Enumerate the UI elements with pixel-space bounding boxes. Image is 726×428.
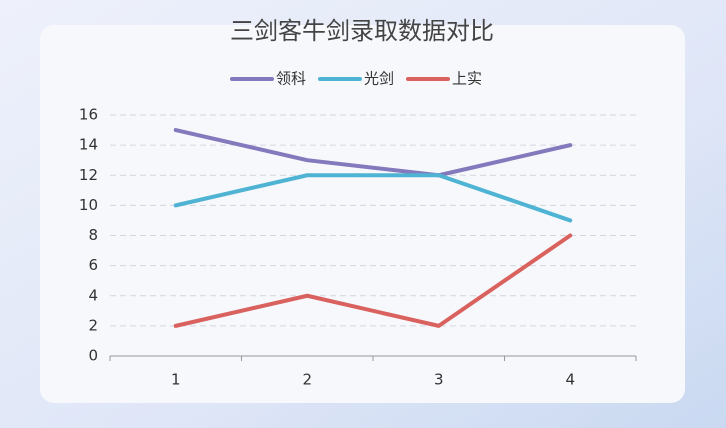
x-tick-label: 3 xyxy=(434,371,444,389)
legend-label: 领科 xyxy=(276,70,306,88)
y-tick-label: 8 xyxy=(88,226,98,244)
series-line xyxy=(173,233,573,328)
series-line xyxy=(173,128,573,178)
x-tick-label: 4 xyxy=(565,371,575,389)
legend-label: 光剑 xyxy=(364,70,394,88)
y-tick-label: 4 xyxy=(88,286,98,304)
legend-label: 上实 xyxy=(452,70,482,88)
y-tick-label: 2 xyxy=(88,316,98,334)
card xyxy=(40,25,685,403)
y-tick-label: 0 xyxy=(88,347,98,365)
y-tick-label: 6 xyxy=(88,256,98,274)
y-tick-label: 16 xyxy=(79,106,98,124)
series-line xyxy=(173,173,573,223)
x-tick-label: 1 xyxy=(171,371,181,389)
y-tick-label: 10 xyxy=(79,196,98,214)
x-tick-label: 2 xyxy=(302,371,312,389)
y-tick-label: 12 xyxy=(79,166,98,184)
y-tick-label: 14 xyxy=(79,136,98,154)
chart-title: 三剑客牛剑录取数据对比 xyxy=(230,17,494,45)
